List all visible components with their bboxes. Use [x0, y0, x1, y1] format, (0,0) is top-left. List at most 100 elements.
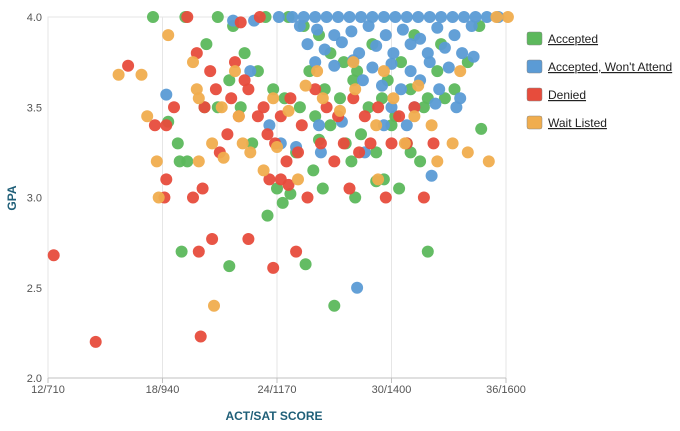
- data-point: [328, 29, 341, 42]
- data-point: [349, 191, 362, 204]
- data-point: [370, 146, 383, 159]
- x-tick-label: 24/1170: [258, 384, 297, 396]
- data-point: [353, 146, 366, 159]
- data-point: [318, 43, 331, 56]
- data-point: [385, 101, 398, 114]
- data-point: [425, 119, 438, 132]
- data-point: [490, 11, 503, 23]
- data-point: [181, 11, 194, 23]
- data-point: [309, 83, 322, 96]
- data-point: [334, 104, 346, 117]
- data-point: [328, 59, 341, 72]
- data-point: [404, 65, 417, 78]
- data-point: [150, 155, 163, 168]
- data-point: [408, 110, 421, 123]
- data-point: [389, 11, 402, 23]
- data-point: [328, 299, 341, 312]
- data-point: [320, 11, 333, 23]
- data-point: [135, 68, 148, 81]
- data-point: [282, 104, 295, 117]
- data-point: [435, 11, 448, 23]
- data-point: [297, 11, 310, 23]
- data-point: [425, 169, 438, 182]
- data-point: [412, 11, 425, 23]
- data-point: [379, 191, 392, 204]
- data-point: [206, 137, 219, 150]
- data-point: [311, 23, 324, 36]
- data-point: [362, 20, 375, 32]
- data-point: [257, 101, 270, 114]
- data-point: [292, 146, 304, 159]
- data-point: [271, 182, 283, 195]
- data-point: [446, 11, 459, 23]
- data-point: [192, 245, 205, 258]
- data-point: [433, 83, 446, 96]
- data-point: [458, 11, 470, 23]
- data-point: [438, 41, 451, 54]
- data-point: [208, 299, 220, 312]
- data-point: [423, 56, 436, 69]
- axis-tick-labels: 12/710 18/940 24/1170 30/1400 36/1600 2.0 2.5 3…: [27, 12, 526, 396]
- data-point: [431, 155, 444, 168]
- x-tick-label: 30/1400: [372, 384, 412, 396]
- data-point: [387, 47, 400, 60]
- data-point: [347, 92, 360, 105]
- data-point: [469, 11, 482, 23]
- legend-item-label[interactable]: Accepted, Won't Attend: [548, 60, 672, 74]
- legend-item-label[interactable]: Accepted: [548, 32, 598, 46]
- data-point: [309, 11, 322, 23]
- data-point: [263, 119, 276, 132]
- data-point: [421, 47, 434, 60]
- data-point: [461, 146, 474, 159]
- data-point: [141, 110, 154, 123]
- legend-item-label[interactable]: Denied: [548, 88, 586, 102]
- data-point: [366, 61, 379, 74]
- data-point: [448, 29, 461, 42]
- data-point: [414, 32, 427, 45]
- data-point: [234, 101, 247, 114]
- data-point: [190, 83, 203, 96]
- data-point: [244, 146, 257, 159]
- data-point: [393, 110, 406, 123]
- data-point: [454, 92, 467, 105]
- data-point: [299, 79, 312, 92]
- data-point: [206, 233, 219, 245]
- data-point: [438, 92, 451, 105]
- data-point: [465, 20, 478, 32]
- data-point: [204, 65, 217, 78]
- y-tick-label: 2.5: [27, 283, 42, 295]
- data-point: [385, 137, 398, 150]
- data-point: [387, 92, 400, 105]
- data-point: [417, 101, 430, 114]
- data-point: [284, 187, 297, 200]
- data-point: [267, 83, 280, 96]
- data-point: [171, 137, 184, 150]
- data-point: [370, 119, 383, 132]
- legend-item-label[interactable]: Wait Listed: [548, 116, 607, 130]
- data-point: [221, 128, 234, 141]
- data-point: [253, 11, 266, 23]
- data-point: [395, 83, 407, 96]
- data-point: [236, 137, 249, 150]
- data-point: [295, 119, 308, 132]
- data-point: [223, 74, 236, 87]
- data-point: [475, 122, 488, 135]
- data-point: [160, 173, 173, 186]
- data-point: [244, 65, 257, 78]
- data-point: [328, 155, 341, 168]
- data-point: [421, 245, 434, 258]
- data-point: [385, 57, 398, 70]
- data-point: [370, 39, 383, 52]
- data-point: [316, 182, 329, 195]
- data-point: [232, 110, 245, 123]
- y-tick-label: 3.0: [27, 193, 42, 205]
- data-point: [242, 233, 255, 245]
- legend: Accepted Accepted, Won't Attend Denied Wait…: [526, 31, 672, 130]
- data-point: [316, 92, 329, 105]
- data-point: [501, 11, 514, 23]
- data-point: [192, 155, 205, 168]
- data-point: [362, 101, 375, 114]
- data-point: [290, 245, 303, 258]
- data-point: [198, 101, 211, 114]
- data-point: [467, 50, 480, 63]
